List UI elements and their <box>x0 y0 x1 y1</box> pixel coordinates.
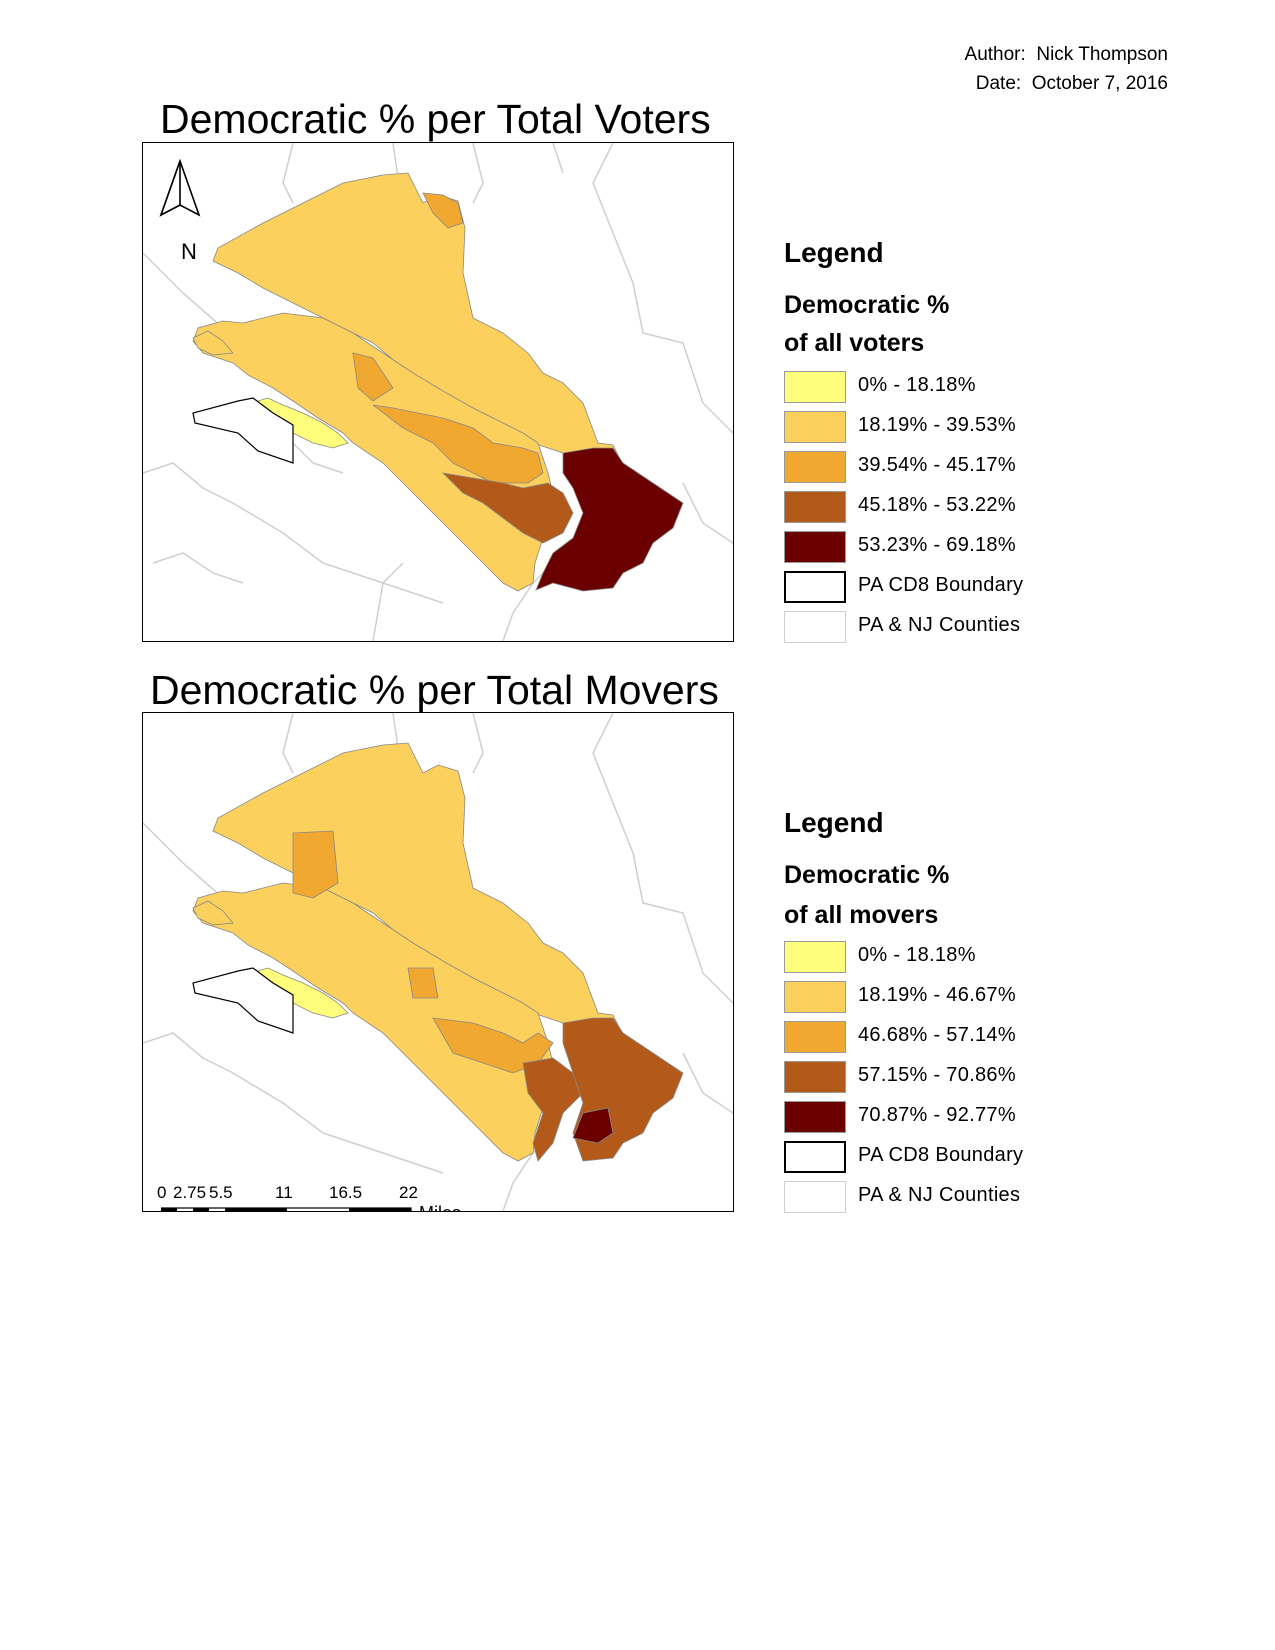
legend-swatch <box>784 981 846 1013</box>
district-precincts <box>192 742 684 1162</box>
legend-label: 70.87% - 92.77% <box>858 1104 1016 1126</box>
legend-item-counties: PA & NJ Counties <box>784 1181 1104 1215</box>
scale-tick-22: 22 <box>399 1183 418 1202</box>
scale-tick-2.75: 2.75 <box>173 1183 207 1202</box>
scale-tick-0: 0 <box>157 1183 167 1202</box>
legend-item-class5: 70.87% - 92.77% <box>784 1101 1104 1135</box>
legend-label: 45.18% - 53.22% <box>858 494 1016 516</box>
legend-field-line1: Democratic % <box>784 861 950 889</box>
legend-swatch-boundary <box>784 1141 846 1173</box>
map-canvas-movers <box>143 713 733 1211</box>
legend-swatch <box>784 1101 846 1133</box>
legend-item-class5: 53.23% - 69.18% <box>784 531 1104 565</box>
legend-swatch <box>784 941 846 973</box>
scale-bar: 0 2.75 5.5 11 16.5 22 Miles <box>157 1183 477 1211</box>
legend-item-class2: 18.19% - 46.67% <box>784 981 1104 1015</box>
scale-tick-11: 11 <box>275 1183 293 1202</box>
legend-swatch <box>784 1061 846 1093</box>
legend-label: PA CD8 Boundary <box>858 1144 1024 1166</box>
legend-swatch <box>784 371 846 403</box>
legend-item-class2: 18.19% - 39.53% <box>784 411 1104 445</box>
legend-label: PA & NJ Counties <box>858 614 1021 636</box>
cd8-boundary-gap <box>192 397 294 464</box>
map-canvas-voters <box>143 143 733 641</box>
legend-item-class4: 45.18% - 53.22% <box>784 491 1104 525</box>
north-arrow-icon: N <box>157 157 203 264</box>
legend-swatch <box>784 451 846 483</box>
legend-item-boundary: PA CD8 Boundary <box>784 571 1104 605</box>
legend-item-class3: 46.68% - 57.14% <box>784 1021 1104 1055</box>
scale-units: Miles <box>419 1203 461 1211</box>
date-text: Date: October 7, 2016 <box>975 73 1168 94</box>
legend-label: 18.19% - 39.53% <box>858 414 1016 436</box>
legend-label: 0% - 18.18% <box>858 374 976 396</box>
legend-swatch <box>784 1021 846 1053</box>
legend-item-class1: 0% - 18.18% <box>784 941 1104 975</box>
legend-item-boundary: PA CD8 Boundary <box>784 1141 1104 1175</box>
legend-label: PA CD8 Boundary <box>858 574 1024 596</box>
legend-swatch-counties <box>784 1181 846 1213</box>
legend-item-counties: PA & NJ Counties <box>784 611 1104 645</box>
legend-heading: Legend <box>784 807 884 838</box>
author-text: Author: Nick Thompson <box>964 44 1168 65</box>
legend-label: 53.23% - 69.18% <box>858 534 1016 556</box>
legend-swatch <box>784 531 846 563</box>
north-arrow-label: N <box>181 239 197 264</box>
legend-item-class3: 39.54% - 45.17% <box>784 451 1104 485</box>
legend-label: 0% - 18.18% <box>858 944 976 966</box>
legend-movers: Legend Democratic % of all movers 0% - 1… <box>784 807 1124 1217</box>
legend-label: 39.54% - 45.17% <box>858 454 1016 476</box>
legend-item-class1: 0% - 18.18% <box>784 371 1104 405</box>
legend-field-line2: of all voters <box>784 329 925 357</box>
district-precincts <box>192 172 684 592</box>
legend-field-line1: Democratic % <box>784 291 950 319</box>
legend-swatch-boundary <box>784 571 846 603</box>
legend-label: 46.68% - 57.14% <box>858 1024 1016 1046</box>
map-frame-voters[interactable]: N <box>142 142 734 642</box>
legend-swatch <box>784 491 846 523</box>
scale-tick-16.5: 16.5 <box>329 1183 363 1202</box>
scale-tick-5.5: 5.5 <box>209 1183 233 1202</box>
map-frame-movers[interactable]: 0 2.75 5.5 11 16.5 22 Miles <box>142 712 734 1212</box>
cd8-boundary-gap <box>192 967 294 1034</box>
legend-label: 18.19% - 46.67% <box>858 984 1016 1006</box>
legend-swatch <box>784 411 846 443</box>
legend-label: PA & NJ Counties <box>858 1184 1021 1206</box>
legend-swatch-counties <box>784 611 846 643</box>
scale-bar-graphic <box>161 1207 412 1211</box>
map-title-movers: Democratic % per Total Movers <box>150 667 719 713</box>
legend-label: 57.15% - 70.86% <box>858 1064 1016 1086</box>
legend-item-class4: 57.15% - 70.86% <box>784 1061 1104 1095</box>
legend-heading: Legend <box>784 237 884 268</box>
legend-voters: Legend Democratic % of all voters 0% - 1… <box>784 237 1124 647</box>
map-title-voters: Democratic % per Total Voters <box>160 96 711 142</box>
legend-field-line2: of all movers <box>784 901 939 929</box>
